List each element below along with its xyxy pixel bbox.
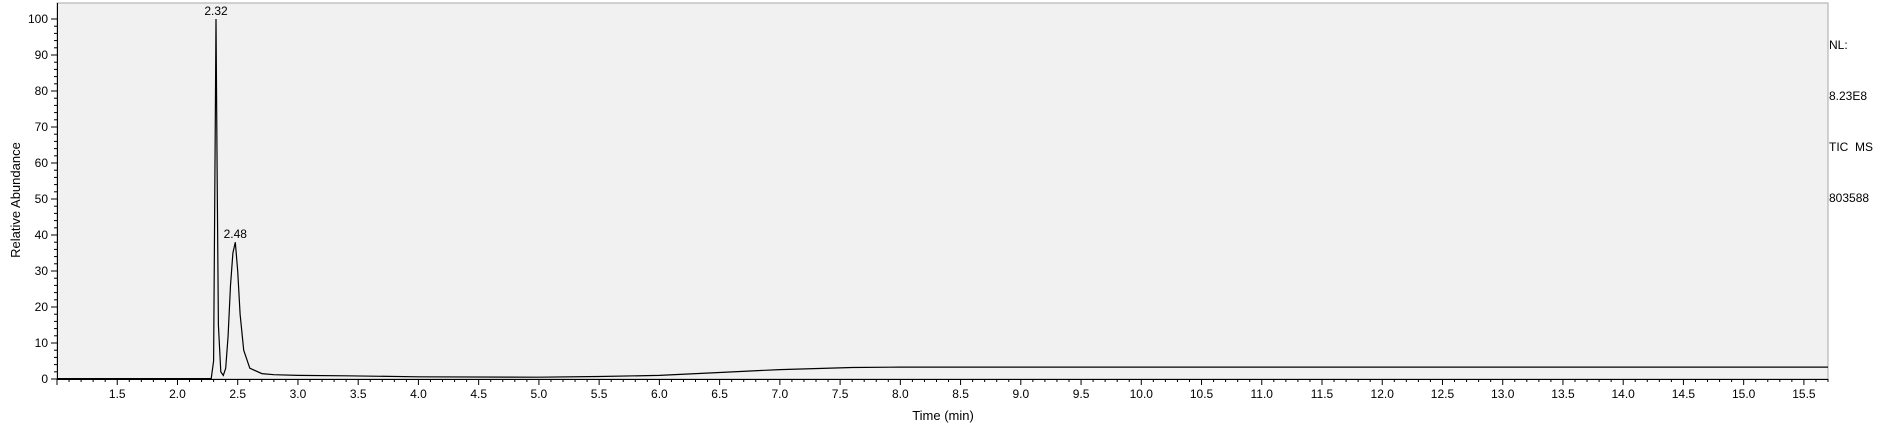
x-tick-label: 8.0 — [892, 387, 909, 401]
x-tick-label: 13.0 — [1491, 387, 1515, 401]
peak-label: 2.32 — [204, 4, 228, 18]
x-tick-label: 9.0 — [1012, 387, 1029, 401]
x-axis: 1.5 2.0 2.5 3.0 3.5 4.0 4.5 5.0 5.5 6.0 6.5 7.0 7.5 8… — [56, 379, 1829, 401]
x-tick-label: 4.0 — [410, 387, 427, 401]
x-tick-label: 7.5 — [832, 387, 849, 401]
y-tick-label: 60 — [35, 156, 49, 170]
y-axis: 0 10 20 30 40 50 60 70 80 90 100 — [28, 12, 57, 386]
peak-label: 2.48 — [224, 227, 248, 241]
y-tick-label: 90 — [35, 48, 49, 62]
x-tick-label: 3.5 — [350, 387, 367, 401]
x-tick-label: 3.0 — [290, 387, 307, 401]
trace-type: TIC MS — [1829, 140, 1873, 154]
y-tick-label: 80 — [35, 84, 49, 98]
x-tick-label: 11.0 — [1251, 387, 1274, 401]
x-tick-label: 12.0 — [1371, 387, 1395, 401]
x-tick-label: 15.5 — [1792, 387, 1816, 401]
x-tick-label: 13.5 — [1551, 387, 1575, 401]
x-tick-label: 2.0 — [169, 387, 186, 401]
x-tick-label: 6.0 — [651, 387, 668, 401]
y-tick-label: 100 — [28, 12, 48, 26]
y-axis-label: Relative Abundance — [8, 142, 23, 258]
y-tick-label: 50 — [35, 192, 49, 206]
y-tick-label: 70 — [35, 120, 49, 134]
tic-trace-line — [57, 18, 1828, 380]
x-tick-label: 1.5 — [109, 387, 126, 401]
y-tick-label: 30 — [35, 264, 49, 278]
x-tick-label: 2.5 — [229, 387, 246, 401]
x-tick-label: 11.5 — [1311, 387, 1334, 401]
x-tick-label: 10.5 — [1190, 387, 1214, 401]
y-tick-label: 10 — [35, 336, 49, 350]
y-tick-label: 20 — [35, 300, 49, 314]
sample-id: 803588 — [1829, 191, 1870, 205]
x-tick-label: 15.0 — [1732, 387, 1756, 401]
x-tick-label: 4.5 — [470, 387, 487, 401]
plot-area — [56, 2, 1829, 380]
x-tick-label: 10.0 — [1130, 387, 1154, 401]
nl-value: 8.23E8 — [1829, 89, 1868, 103]
x-tick-label: 14.5 — [1672, 387, 1696, 401]
x-tick-label: 8.5 — [952, 387, 969, 401]
peak-labels: 2.32 2.48 — [204, 4, 247, 241]
x-tick-label: 5.0 — [531, 387, 548, 401]
x-tick-label: 9.5 — [1073, 387, 1090, 401]
nl-label: NL: — [1829, 38, 1848, 52]
y-tick-label: 0 — [41, 372, 48, 386]
x-tick-label: 7.0 — [772, 387, 789, 401]
x-tick-label: 14.0 — [1612, 387, 1636, 401]
y-tick-label: 40 — [35, 228, 49, 242]
x-tick-label: 5.5 — [591, 387, 608, 401]
x-tick-label: 12.5 — [1431, 387, 1455, 401]
x-tick-label: 6.5 — [711, 387, 728, 401]
x-axis-label: Time (min) — [912, 408, 974, 423]
info-panel: NL: 8.23E8 TIC MS 803588 — [1829, 3, 1873, 224]
